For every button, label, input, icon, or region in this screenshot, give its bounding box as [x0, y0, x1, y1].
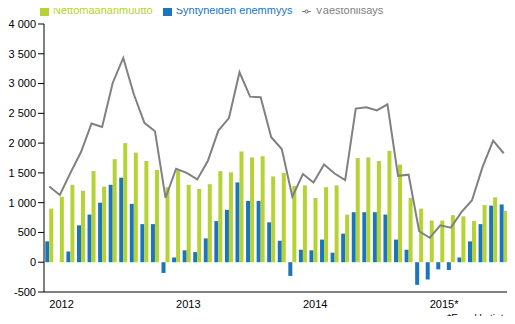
svg-text:0: 0 [30, 256, 36, 268]
svg-text:3 000: 3 000 [8, 77, 36, 89]
svg-text:1 500: 1 500 [8, 167, 36, 179]
svg-text:3 500: 3 500 [8, 48, 36, 60]
svg-text:2013: 2013 [176, 298, 200, 310]
svg-text:4 000: 4 000 [8, 18, 36, 30]
html-text:Nettomaahanmuutto: Nettomaahanmuutto [53, 4, 153, 16]
svg-text:2 000: 2 000 [8, 137, 36, 149]
svg-text:2 500: 2 500 [8, 107, 36, 119]
svg-text:2014: 2014 [303, 298, 327, 310]
svg-text:2012: 2012 [49, 298, 73, 310]
svg-text:1 000: 1 000 [8, 197, 36, 209]
svg-text:500: 500 [18, 226, 36, 238]
svg-text:-500: -500 [14, 286, 36, 298]
svg-text:2015*: 2015* [430, 298, 459, 310]
html-text:*Ennakkotieto: *Ennakkotieto [447, 313, 509, 324]
html-text:Väestönlisäys: Väestönlisäys [315, 4, 384, 16]
html-text:Syntyneiden enemmyys: Syntyneiden enemmyys [175, 4, 293, 16]
